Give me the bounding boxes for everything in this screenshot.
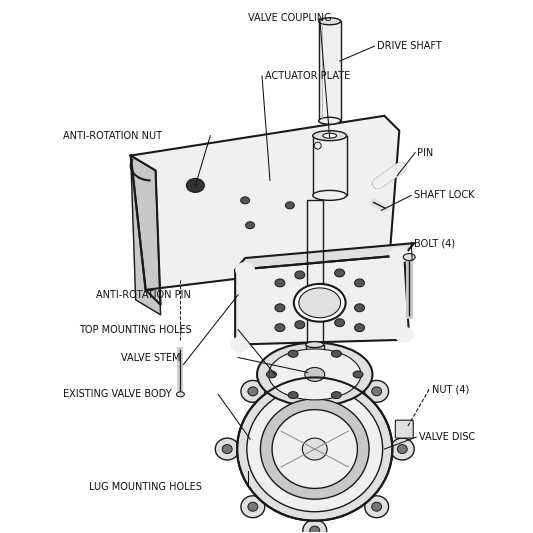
Polygon shape xyxy=(131,156,160,315)
Ellipse shape xyxy=(247,386,383,512)
Ellipse shape xyxy=(389,247,409,263)
Ellipse shape xyxy=(332,350,341,357)
Ellipse shape xyxy=(275,279,285,287)
Polygon shape xyxy=(319,21,341,121)
Ellipse shape xyxy=(275,324,285,332)
Ellipse shape xyxy=(403,254,415,261)
Ellipse shape xyxy=(275,304,285,312)
Text: DRIVE SHAFT: DRIVE SHAFT xyxy=(377,41,442,51)
Text: LUG MOUNTING HOLES: LUG MOUNTING HOLES xyxy=(89,482,202,492)
Ellipse shape xyxy=(299,288,341,318)
Ellipse shape xyxy=(237,377,392,521)
Text: NUT (4): NUT (4) xyxy=(432,384,470,394)
Ellipse shape xyxy=(332,392,341,399)
Ellipse shape xyxy=(248,387,258,396)
Ellipse shape xyxy=(313,131,346,141)
Ellipse shape xyxy=(372,387,382,396)
Ellipse shape xyxy=(313,190,346,200)
FancyBboxPatch shape xyxy=(395,420,413,438)
Text: TOP MOUNTING HOLES: TOP MOUNTING HOLES xyxy=(79,325,192,335)
Polygon shape xyxy=(235,243,414,270)
Ellipse shape xyxy=(303,520,327,533)
Ellipse shape xyxy=(354,324,365,332)
Ellipse shape xyxy=(394,327,414,343)
Ellipse shape xyxy=(240,197,249,204)
Text: BOLT (4): BOLT (4) xyxy=(414,238,455,248)
Text: ANTI-ROTATION NUT: ANTI-ROTATION NUT xyxy=(63,131,162,141)
Ellipse shape xyxy=(269,349,361,400)
Text: VALVE STEM: VALVE STEM xyxy=(121,352,180,362)
Ellipse shape xyxy=(266,371,277,378)
Ellipse shape xyxy=(248,502,258,511)
Ellipse shape xyxy=(272,410,358,488)
Ellipse shape xyxy=(390,438,414,460)
Ellipse shape xyxy=(310,363,320,372)
Ellipse shape xyxy=(288,392,298,399)
Text: SHAFT LOCK: SHAFT LOCK xyxy=(414,190,475,200)
Ellipse shape xyxy=(319,18,341,25)
Ellipse shape xyxy=(285,202,294,209)
Ellipse shape xyxy=(335,319,345,327)
Text: VALVE DISC: VALVE DISC xyxy=(419,432,475,442)
Polygon shape xyxy=(131,156,160,305)
Ellipse shape xyxy=(314,142,321,149)
Ellipse shape xyxy=(241,381,265,402)
Ellipse shape xyxy=(306,403,324,409)
Ellipse shape xyxy=(294,284,345,322)
Text: VALVE COUPLING: VALVE COUPLING xyxy=(248,13,332,23)
Ellipse shape xyxy=(397,445,407,454)
Ellipse shape xyxy=(354,304,365,312)
Ellipse shape xyxy=(335,269,345,277)
Ellipse shape xyxy=(241,496,265,518)
Ellipse shape xyxy=(288,350,298,357)
Ellipse shape xyxy=(230,337,250,352)
Ellipse shape xyxy=(319,117,341,124)
Ellipse shape xyxy=(215,438,239,460)
Ellipse shape xyxy=(295,271,305,279)
Ellipse shape xyxy=(354,279,365,287)
Ellipse shape xyxy=(222,445,232,454)
Ellipse shape xyxy=(322,133,337,138)
Text: PIN: PIN xyxy=(417,148,433,158)
Ellipse shape xyxy=(306,342,324,348)
Ellipse shape xyxy=(302,438,327,460)
Ellipse shape xyxy=(261,399,369,499)
Ellipse shape xyxy=(310,526,320,533)
Polygon shape xyxy=(235,255,409,345)
Ellipse shape xyxy=(365,496,389,518)
Ellipse shape xyxy=(353,371,363,378)
Ellipse shape xyxy=(303,357,327,378)
Text: ANTI-ROTATION PIN: ANTI-ROTATION PIN xyxy=(96,290,191,300)
Polygon shape xyxy=(306,345,324,406)
Polygon shape xyxy=(313,136,346,196)
Polygon shape xyxy=(307,200,322,345)
Ellipse shape xyxy=(246,222,255,229)
Ellipse shape xyxy=(187,179,204,192)
Polygon shape xyxy=(131,116,399,290)
Ellipse shape xyxy=(176,392,184,397)
Text: EXISTING VALVE BODY: EXISTING VALVE BODY xyxy=(63,389,172,399)
Ellipse shape xyxy=(295,321,305,329)
Ellipse shape xyxy=(372,502,382,511)
Text: ACTUATOR PLATE: ACTUATOR PLATE xyxy=(265,71,350,81)
Ellipse shape xyxy=(305,367,325,382)
Ellipse shape xyxy=(257,343,373,406)
Ellipse shape xyxy=(365,381,389,402)
Ellipse shape xyxy=(235,262,255,278)
